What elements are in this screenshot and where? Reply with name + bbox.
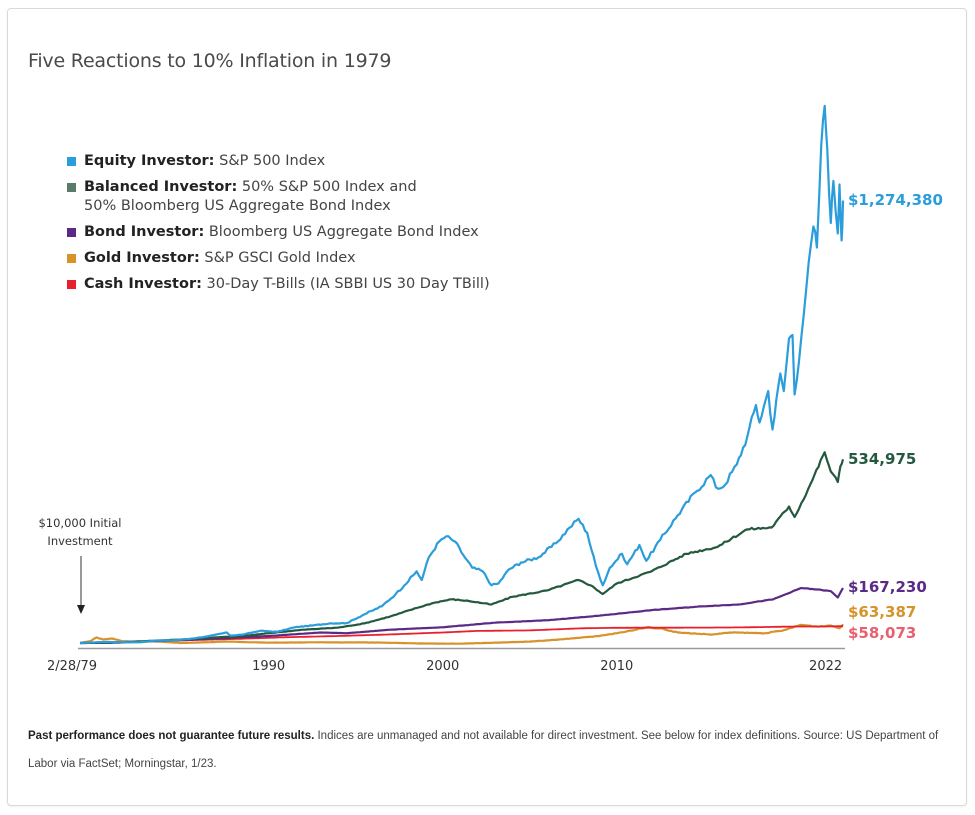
series-line-gold <box>79 623 844 645</box>
legend-series-desc-line2: 50% Bloomberg US Aggregate Bond Index <box>84 198 391 214</box>
end-label-equity: $1,274,380 <box>848 191 943 209</box>
legend-series-name: Gold Investor: <box>84 250 200 266</box>
end-label-balanced: 534,975 <box>848 450 916 468</box>
footnote-text: Indices are unmanaged and not available … <box>28 730 939 770</box>
series-line-balanced <box>80 451 845 645</box>
end-label-gold: $63,387 <box>848 603 916 621</box>
legend-series-desc: 30-Day T-Bills (IA SBBI US 30 Day TBill) <box>206 276 490 292</box>
legend-item-equity: Equity Investor: S&P 500 Index <box>67 152 490 171</box>
legend-series-desc: Bloomberg US Aggregate Bond Index <box>208 224 479 240</box>
chart-legend: Equity Investor: S&P 500 Index Balanced … <box>67 152 490 301</box>
x-tick-label: 1990 <box>252 659 285 674</box>
footnote-disclaimer: Past performance does not guarantee futu… <box>28 730 315 742</box>
end-label-cash: $58,073 <box>848 624 916 642</box>
x-tick-label: 2022 <box>809 659 842 674</box>
legend-swatch-icon <box>67 157 76 166</box>
initial-investment-annotation: $10,000 Initial Investment <box>25 514 135 550</box>
footnote: Past performance does not guarantee futu… <box>28 722 948 778</box>
legend-item-balanced: Balanced Investor: 50% S&P 500 Index and… <box>67 178 490 216</box>
chart-card <box>7 8 967 806</box>
x-tick-label: 2010 <box>600 659 633 674</box>
series-line-bond <box>80 586 844 645</box>
legend-item-cash: Cash Investor: 30-Day T-Bills (IA SBBI U… <box>67 275 490 294</box>
chart-title: Five Reactions to 10% Inflation in 1979 <box>28 50 392 72</box>
series-line-equity <box>79 104 845 645</box>
legend-series-desc: 50% S&P 500 Index and <box>241 179 417 195</box>
legend-series-name: Equity Investor: <box>84 153 215 169</box>
x-tick-label: 2000 <box>426 659 459 674</box>
legend-swatch-icon <box>67 183 76 192</box>
annotation-line1: $10,000 Initial <box>38 516 122 530</box>
annotation-line2: Investment <box>47 534 113 548</box>
end-label-bond: $167,230 <box>848 578 927 596</box>
legend-item-bond: Bond Investor: Bloomberg US Aggregate Bo… <box>67 223 490 242</box>
legend-series-name: Cash Investor: <box>84 276 202 292</box>
x-tick-label: 2/28/79 <box>47 659 97 674</box>
legend-item-gold: Gold Investor: S&P GSCI Gold Index <box>67 249 490 268</box>
legend-swatch-icon <box>67 228 76 237</box>
legend-series-desc: S&P 500 Index <box>219 153 326 169</box>
legend-series-desc: S&P GSCI Gold Index <box>204 250 356 266</box>
legend-series-name: Bond Investor: <box>84 224 205 240</box>
arrow-down-icon <box>77 605 85 614</box>
legend-series-name: Balanced Investor: <box>84 179 238 195</box>
legend-swatch-icon <box>67 254 76 263</box>
legend-swatch-icon <box>67 280 76 289</box>
